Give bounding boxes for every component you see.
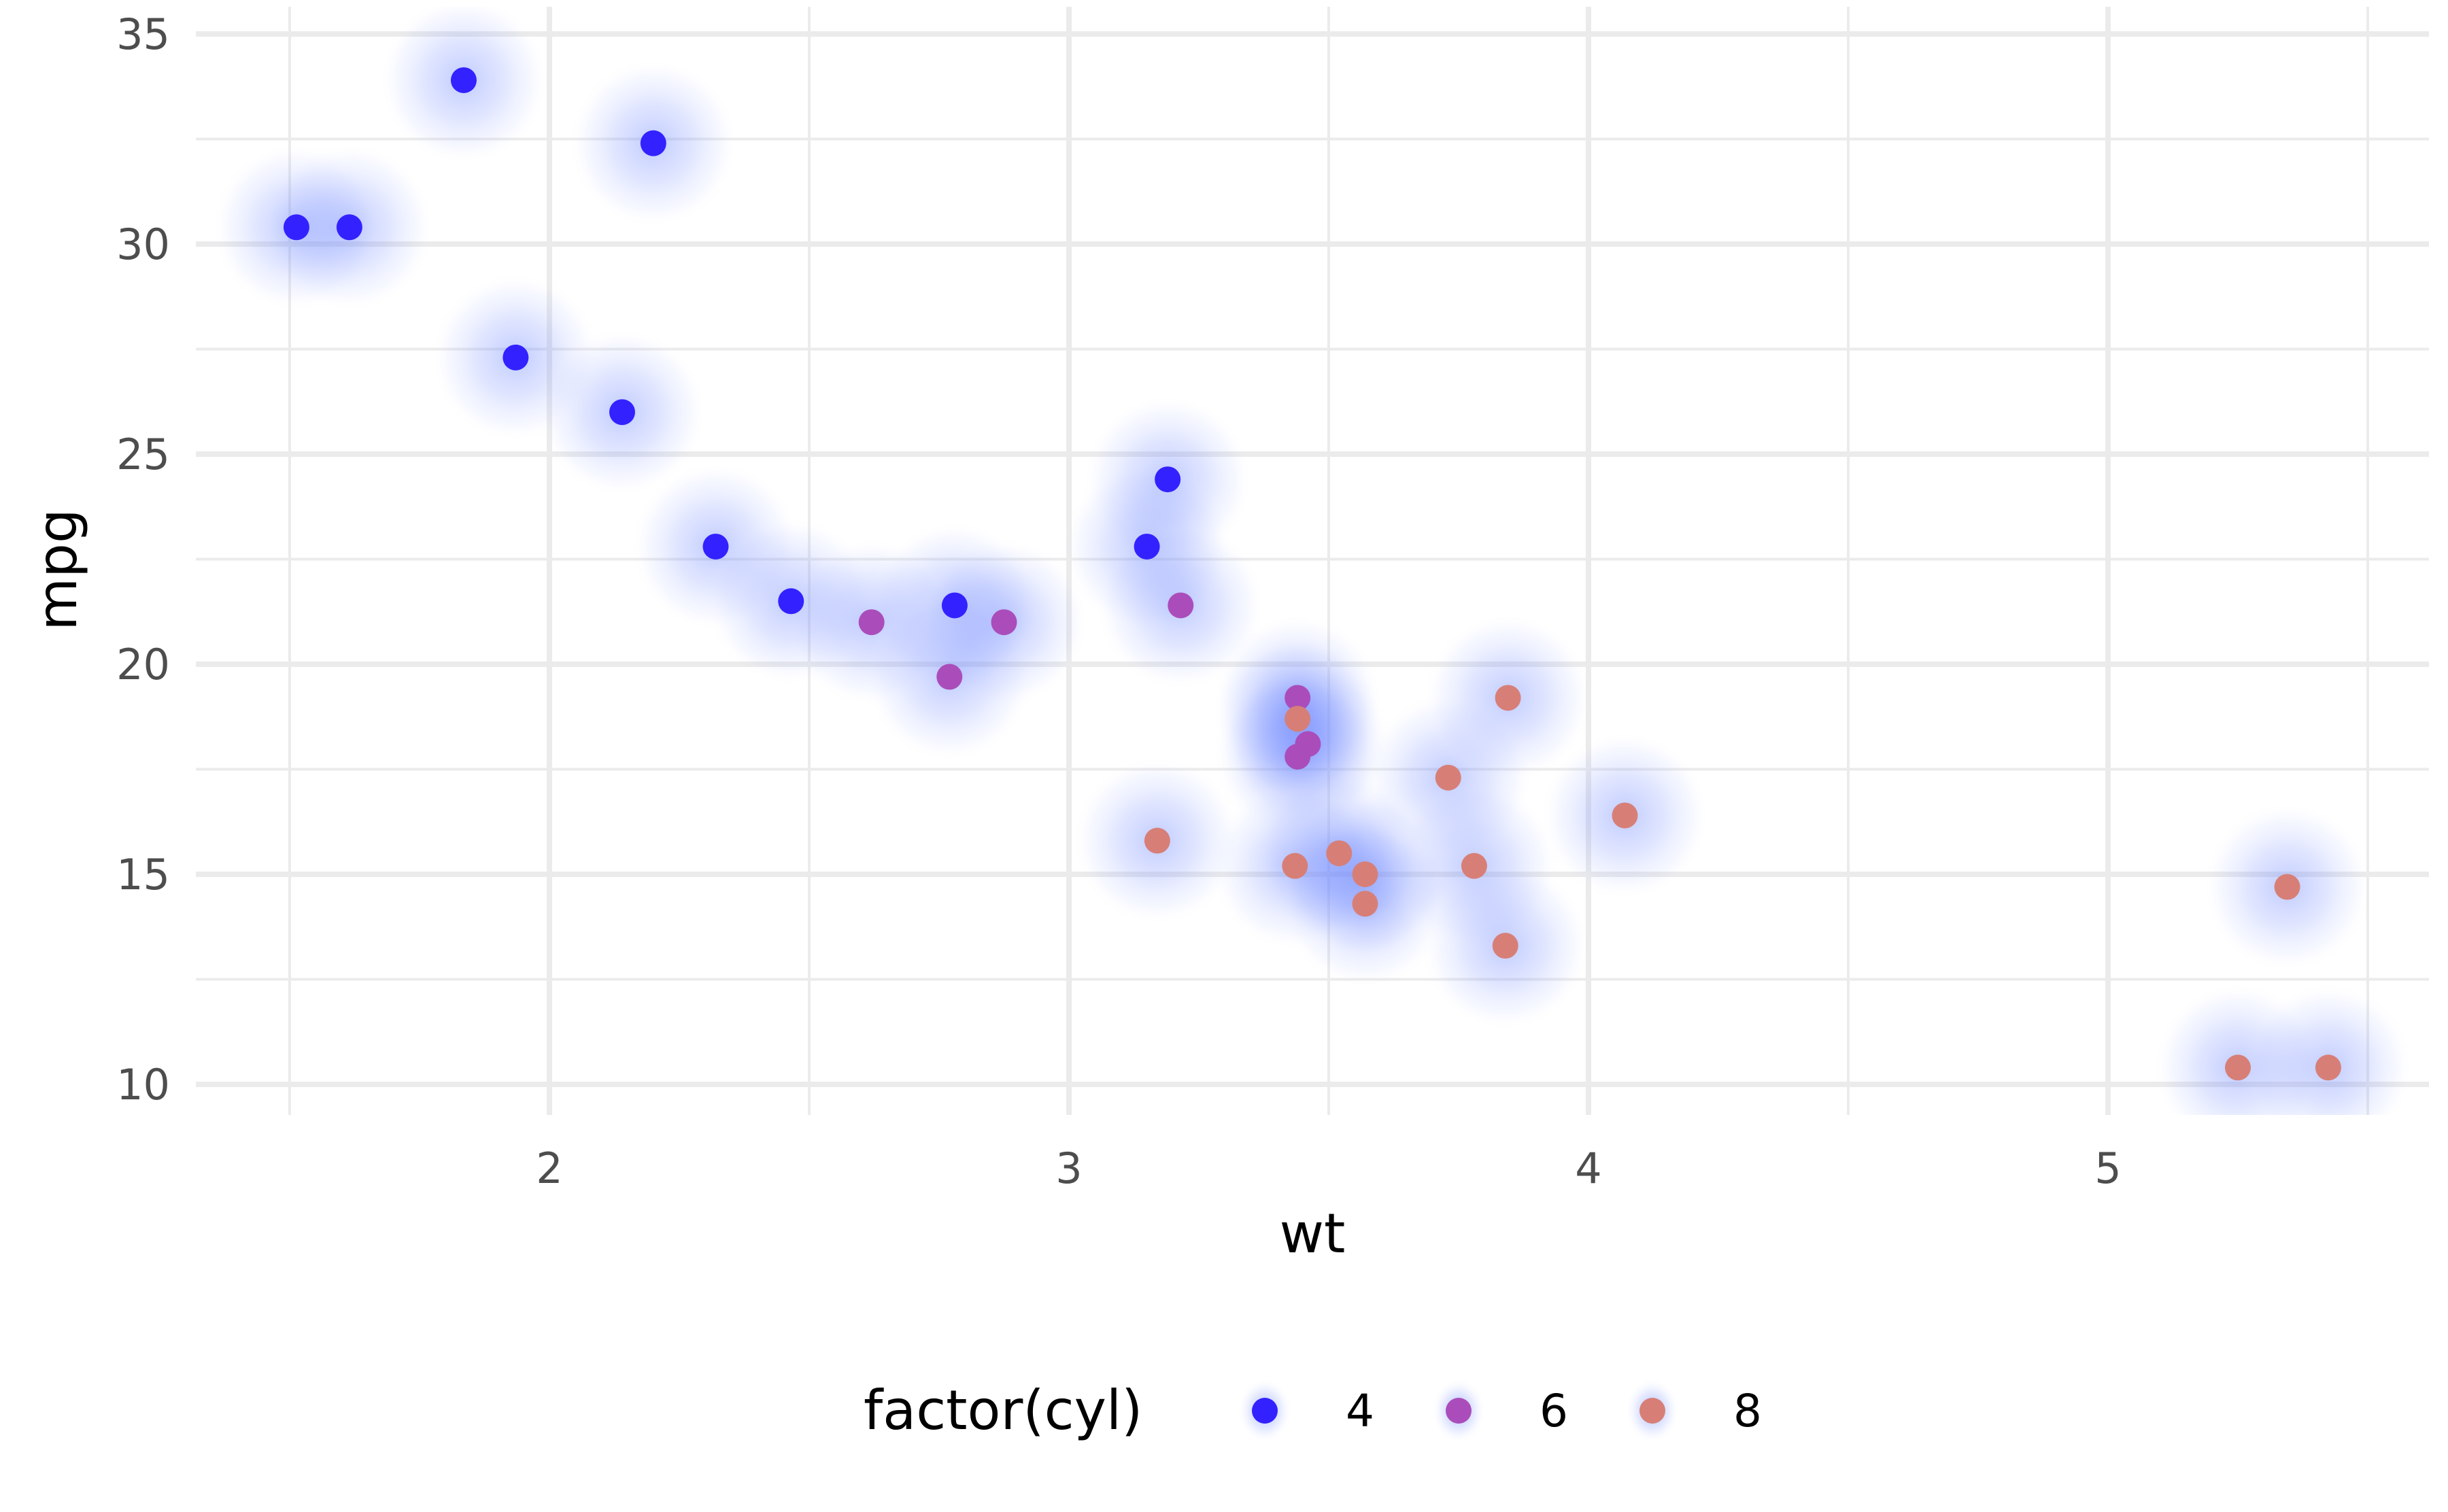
data-point-cyl-8 (2225, 1054, 2251, 1081)
data-point-cyl-8 (1144, 827, 1170, 854)
y-tick-label: 25 (116, 430, 170, 479)
legend: factor(cyl) 4 6 8 (864, 1378, 1762, 1443)
data-point-cyl-4 (702, 533, 729, 560)
data-point-cyl-8 (1612, 802, 1638, 829)
x-tick-label: 5 (2094, 1144, 2121, 1193)
data-point-cyl-4 (450, 67, 477, 93)
y-tick-label: 10 (116, 1060, 170, 1110)
data-point-cyl-8 (2315, 1054, 2341, 1081)
data-point-cyl-8 (1461, 853, 1487, 879)
y-tick-label: 20 (116, 640, 170, 689)
data-point-cyl-8 (1492, 933, 1518, 959)
legend-item-8: 8 (1625, 1378, 1762, 1443)
legend-key-point (1446, 1398, 1472, 1424)
y-axis-title: mpg (26, 509, 89, 631)
data-point-cyl-4 (941, 592, 968, 619)
data-point-cyl-8 (1495, 685, 1521, 711)
data-points (283, 67, 2341, 1081)
data-point-cyl-4 (1155, 466, 1181, 493)
legend-label: 4 (1346, 1385, 1374, 1437)
x-tick-label: 4 (1575, 1144, 1601, 1193)
data-point-cyl-8 (1435, 764, 1461, 791)
x-axis-title: wt (1280, 1202, 1346, 1265)
data-point-cyl-6 (1285, 685, 1311, 711)
data-point-cyl-4 (336, 214, 362, 241)
data-point-cyl-4 (283, 214, 309, 241)
data-point-cyl-4 (640, 130, 666, 156)
x-axis-tick-labels: 2 3 4 5 (536, 1144, 2121, 1193)
data-point-cyl-4 (503, 344, 529, 371)
data-point-cyl-6 (858, 609, 885, 636)
data-point-cyl-6 (991, 609, 1017, 636)
data-point-cyl-8 (2274, 874, 2300, 900)
x-tick-label: 2 (536, 1144, 562, 1193)
legend-label: 6 (1540, 1385, 1568, 1437)
legend-key-point (1639, 1398, 1665, 1424)
y-tick-label: 15 (116, 850, 170, 899)
data-point-cyl-6 (936, 664, 963, 690)
data-point-cyl-4 (609, 399, 635, 426)
x-tick-label: 3 (1055, 1144, 1082, 1193)
data-point-cyl-8 (1326, 840, 1353, 867)
data-point-cyl-8 (1282, 853, 1308, 879)
data-point-cyl-6 (1285, 743, 1311, 770)
data-point-cyl-6 (1168, 592, 1194, 619)
legend-item-6: 6 (1431, 1378, 1568, 1443)
data-point-cyl-4 (778, 588, 804, 615)
legend-key-point (1252, 1398, 1278, 1424)
legend-label: 8 (1733, 1385, 1762, 1437)
data-point-cyl-8 (1352, 861, 1378, 887)
data-point-cyl-8 (1285, 706, 1311, 732)
y-tick-label: 35 (116, 10, 170, 59)
y-axis-tick-labels: 10 15 20 25 30 35 (116, 10, 170, 1110)
legend-title: factor(cyl) (864, 1379, 1142, 1442)
point-glow (2243, 982, 2413, 1115)
y-tick-label: 30 (116, 220, 170, 269)
data-point-cyl-8 (1352, 891, 1378, 917)
data-point-cyl-4 (1134, 533, 1160, 560)
legend-item-4: 4 (1238, 1378, 1374, 1443)
